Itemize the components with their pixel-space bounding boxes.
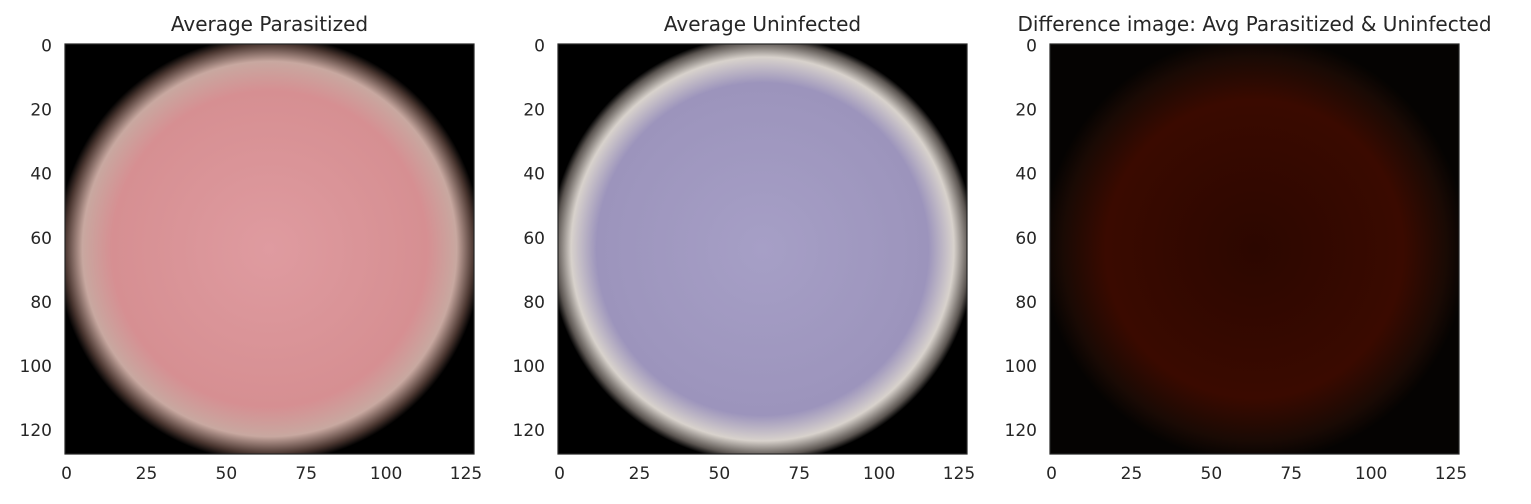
image-area <box>1050 44 1459 454</box>
y-tick-label: 20 <box>1015 101 1037 121</box>
y-tick-label: 80 <box>523 293 545 313</box>
y-tick-label: 120 <box>513 421 545 441</box>
x-tick-label: 125 <box>943 464 975 484</box>
x-tick-label: 50 <box>709 464 731 484</box>
x-tick-label: 0 <box>554 464 565 484</box>
axes-frame <box>557 43 968 455</box>
x-tick-label: 50 <box>216 464 238 484</box>
y-tick-label: 80 <box>1015 293 1037 313</box>
y-tick-label: 60 <box>523 229 545 249</box>
y-tick-label: 100 <box>20 357 52 377</box>
y-tick-label: 20 <box>523 101 545 121</box>
cell-image <box>65 44 474 454</box>
x-tick-label: 75 <box>788 464 810 484</box>
chart-panel-2: Average Uninfected 0 25 50 75 100 125 0 20 40 60 80… <box>513 12 976 484</box>
x-tick-label: 100 <box>863 464 895 484</box>
axes-frame <box>64 43 475 455</box>
y-tick-label: 20 <box>30 101 52 121</box>
x-tick-label: 100 <box>1355 464 1387 484</box>
x-tick-label: 100 <box>370 464 402 484</box>
y-tick-label: 60 <box>30 229 52 249</box>
cell-image <box>1050 44 1459 454</box>
chart-title: Difference image: Avg Parasitized & Unin… <box>1017 12 1491 36</box>
x-tick-label: 25 <box>1121 464 1143 484</box>
cell-image <box>558 44 967 454</box>
y-tick-label: 0 <box>41 37 52 57</box>
image-area <box>558 44 967 454</box>
x-tick-label: 25 <box>136 464 158 484</box>
x-tick-label: 0 <box>1046 464 1057 484</box>
y-tick-label: 0 <box>1026 37 1037 57</box>
y-tick-label: 100 <box>513 357 545 377</box>
y-tick-label: 40 <box>30 165 52 185</box>
chart-panel-3: Difference image: Avg Parasitized & Unin… <box>1005 12 1492 484</box>
axes-frame <box>1049 43 1460 455</box>
chart-title: Average Uninfected <box>664 12 861 36</box>
x-tick-label: 125 <box>1435 464 1467 484</box>
y-tick-label: 100 <box>1005 357 1037 377</box>
x-tick-label: 0 <box>61 464 72 484</box>
y-tick-label: 40 <box>1015 165 1037 185</box>
y-tick-label: 80 <box>30 293 52 313</box>
x-tick-label: 25 <box>629 464 651 484</box>
x-tick-label: 75 <box>295 464 317 484</box>
image-area <box>65 44 474 454</box>
x-tick-label: 50 <box>1201 464 1223 484</box>
y-tick-label: 0 <box>534 37 545 57</box>
y-tick-label: 120 <box>20 421 52 441</box>
y-tick-label: 40 <box>523 165 545 185</box>
x-tick-label: 125 <box>450 464 482 484</box>
chart-panel-1: Average Parasitized 0 25 50 75 100 125 0 20 40 60 8… <box>20 12 483 484</box>
chart-title: Average Parasitized <box>171 12 368 36</box>
x-tick-label: 75 <box>1280 464 1302 484</box>
y-tick-label: 60 <box>1015 229 1037 249</box>
y-tick-label: 120 <box>1005 421 1037 441</box>
